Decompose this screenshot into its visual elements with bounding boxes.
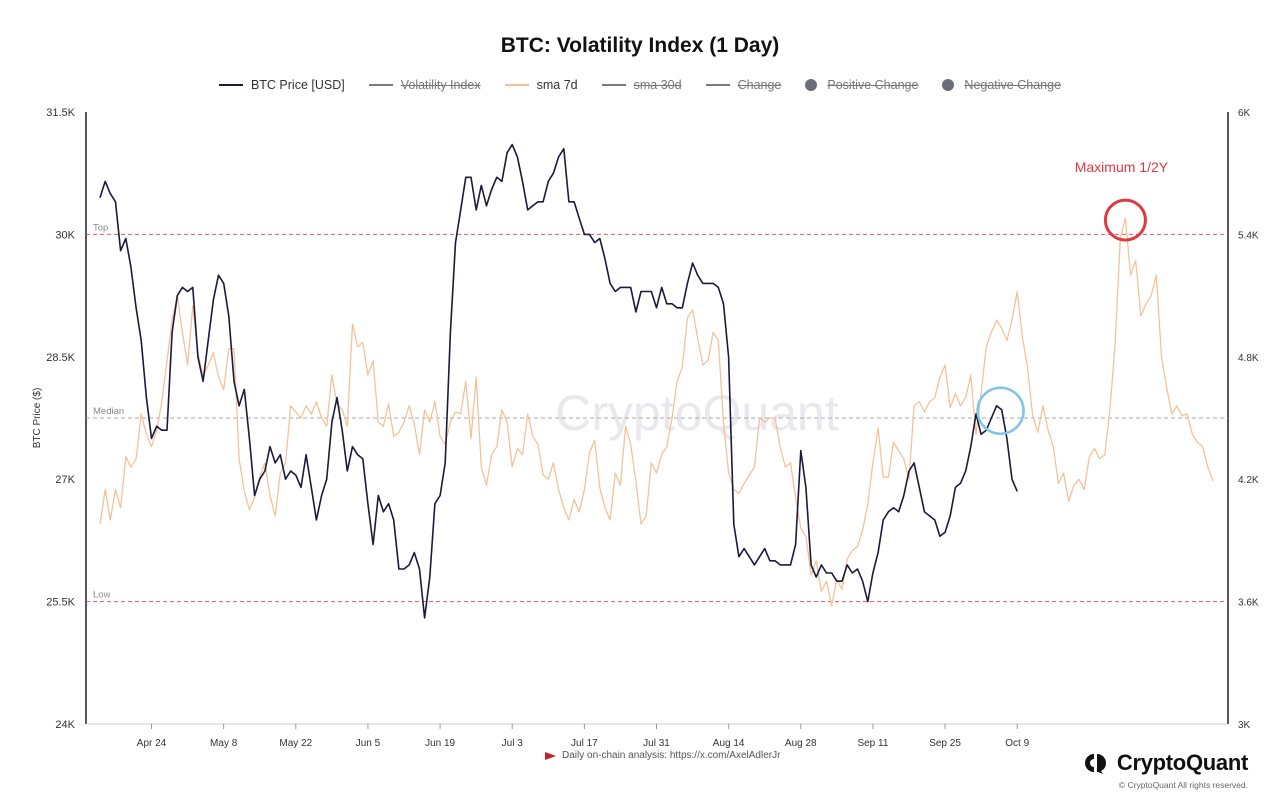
legend-label: Negative Change bbox=[964, 78, 1062, 92]
series-line bbox=[99, 217, 1214, 607]
y-axis-label: BTC Price ($) bbox=[32, 388, 43, 449]
x-tick-label: Aug 28 bbox=[785, 738, 817, 749]
flag-icon bbox=[545, 751, 556, 760]
y2-tick-label: 3.6K bbox=[1238, 598, 1259, 609]
legend-item[interactable]: sma 30d bbox=[601, 78, 682, 92]
legend-dot-icon bbox=[805, 79, 818, 91]
y-tick-label: 31.5K bbox=[46, 107, 75, 119]
cryptoquant-logo-icon bbox=[1084, 754, 1106, 774]
legend-label: Volatility Index bbox=[400, 78, 481, 92]
x-tick-label: Sep 25 bbox=[929, 738, 961, 749]
y2-tick-label: 4.8K bbox=[1238, 353, 1259, 364]
legend-item[interactable]: Negative Change bbox=[942, 78, 1061, 92]
x-tick-label: Aug 14 bbox=[713, 738, 745, 749]
chart-title: BTC: Volatility Index (1 Day) bbox=[500, 34, 780, 57]
brand-logo: CryptoQuant bbox=[1083, 750, 1248, 776]
reference-line-label: Median bbox=[93, 406, 124, 417]
legend-label: BTC Price [USD] bbox=[250, 78, 345, 92]
reference-line-label: Top bbox=[93, 222, 108, 233]
legend-label: Change bbox=[737, 78, 782, 92]
x-tick-label: Oct 9 bbox=[1005, 738, 1029, 749]
legend-item[interactable]: Volatility Index bbox=[368, 78, 481, 92]
x-tick-label: May 22 bbox=[279, 738, 312, 749]
legend-item[interactable]: BTC Price [USD] bbox=[218, 78, 345, 92]
x-tick-label: Jun 5 bbox=[356, 738, 381, 749]
legend-label: sma 7d bbox=[536, 78, 578, 92]
y-tick-label: 30K bbox=[55, 229, 75, 241]
y2-tick-label: 5.4K bbox=[1238, 230, 1259, 241]
legend-dot-icon bbox=[942, 79, 955, 91]
series-line bbox=[99, 143, 1018, 619]
footnote[interactable]: Daily on-chain analysis: https://x.com/A… bbox=[545, 750, 780, 761]
y-tick-label: 28.5K bbox=[46, 352, 75, 364]
legend-line-icon bbox=[601, 84, 626, 86]
x-tick-label: May 8 bbox=[210, 738, 238, 749]
copyright: © CryptoQuant All rights reserved. bbox=[1118, 780, 1248, 790]
annotation-label: Maximum 1/2Y bbox=[1075, 159, 1169, 175]
x-tick-label: Sep 11 bbox=[857, 738, 888, 749]
y2-tick-label: 3K bbox=[1238, 720, 1251, 731]
reference-line-label: Low bbox=[93, 590, 111, 601]
x-tick-label: Jul 3 bbox=[502, 738, 524, 749]
y2-tick-label: 4.2K bbox=[1238, 475, 1259, 486]
legend-item[interactable]: Change bbox=[705, 78, 782, 92]
y-tick-label: 24K bbox=[55, 719, 75, 731]
watermark: CryptoQuant bbox=[555, 385, 839, 441]
y-tick-label: 25.5K bbox=[46, 597, 75, 609]
y-tick-label: 27K bbox=[55, 474, 75, 486]
footnote-text: Daily on-chain analysis: https://x.com/A… bbox=[562, 750, 781, 761]
x-tick-label: Jul 17 bbox=[571, 738, 598, 749]
x-tick-label: Jun 19 bbox=[425, 738, 455, 749]
legend-line-icon bbox=[705, 84, 730, 86]
legend-label: sma 30d bbox=[633, 78, 682, 92]
latest-highlight-circle bbox=[976, 386, 1025, 436]
legend-line-icon bbox=[504, 84, 529, 86]
legend-line-icon bbox=[218, 84, 243, 86]
x-tick-label: Apr 24 bbox=[137, 738, 167, 749]
chart-legend: BTC Price [USD] Volatility Index sma 7d sma… bbox=[0, 78, 1280, 92]
legend-line-icon bbox=[368, 84, 393, 86]
x-tick-label: Jul 31 bbox=[643, 738, 670, 749]
legend-item[interactable]: Positive Change bbox=[805, 78, 918, 92]
legend-item[interactable]: sma 7d bbox=[504, 78, 578, 92]
legend-label: Positive Change bbox=[827, 78, 919, 92]
max-highlight-circle bbox=[1103, 198, 1147, 242]
y2-tick-label: 6K bbox=[1238, 108, 1251, 119]
brand-name: CryptoQuant bbox=[1116, 750, 1248, 775]
